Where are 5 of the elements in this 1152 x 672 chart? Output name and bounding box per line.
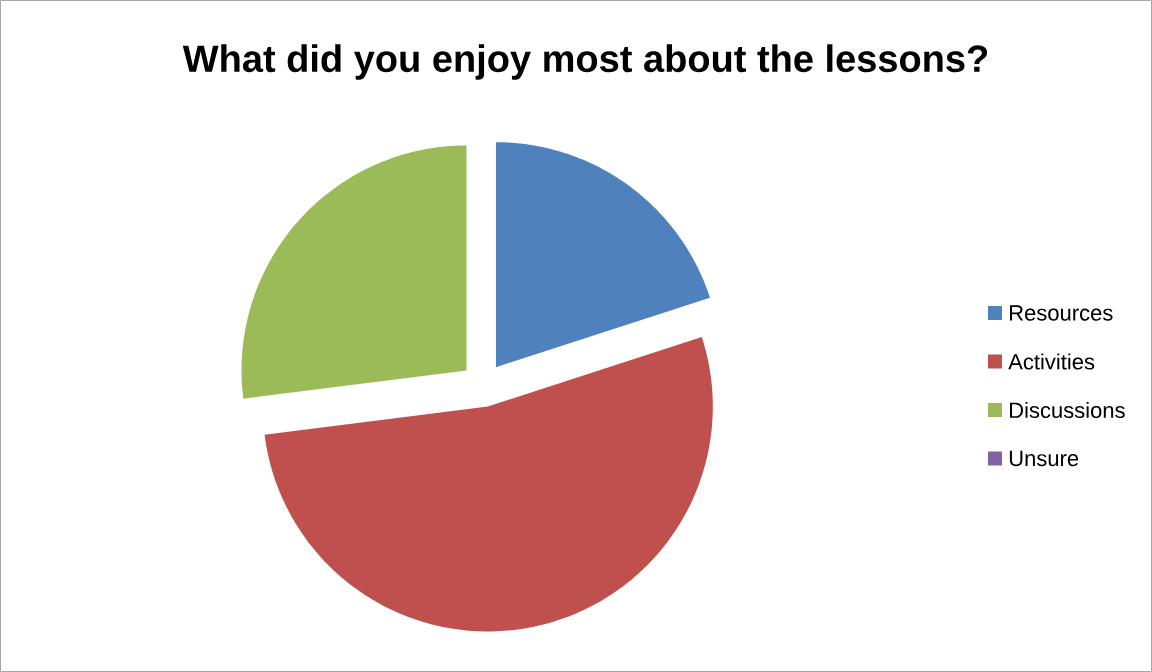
- legend-label: Discussions: [1010, 401, 1125, 419]
- legend-label: Unsure: [1009, 450, 1079, 467]
- legend-label: Resources: [1010, 305, 1113, 321]
- chart-title: What did you enjoy most about the lessons?: [182, 44, 988, 80]
- legend-label: Activities: [1008, 353, 1095, 370]
